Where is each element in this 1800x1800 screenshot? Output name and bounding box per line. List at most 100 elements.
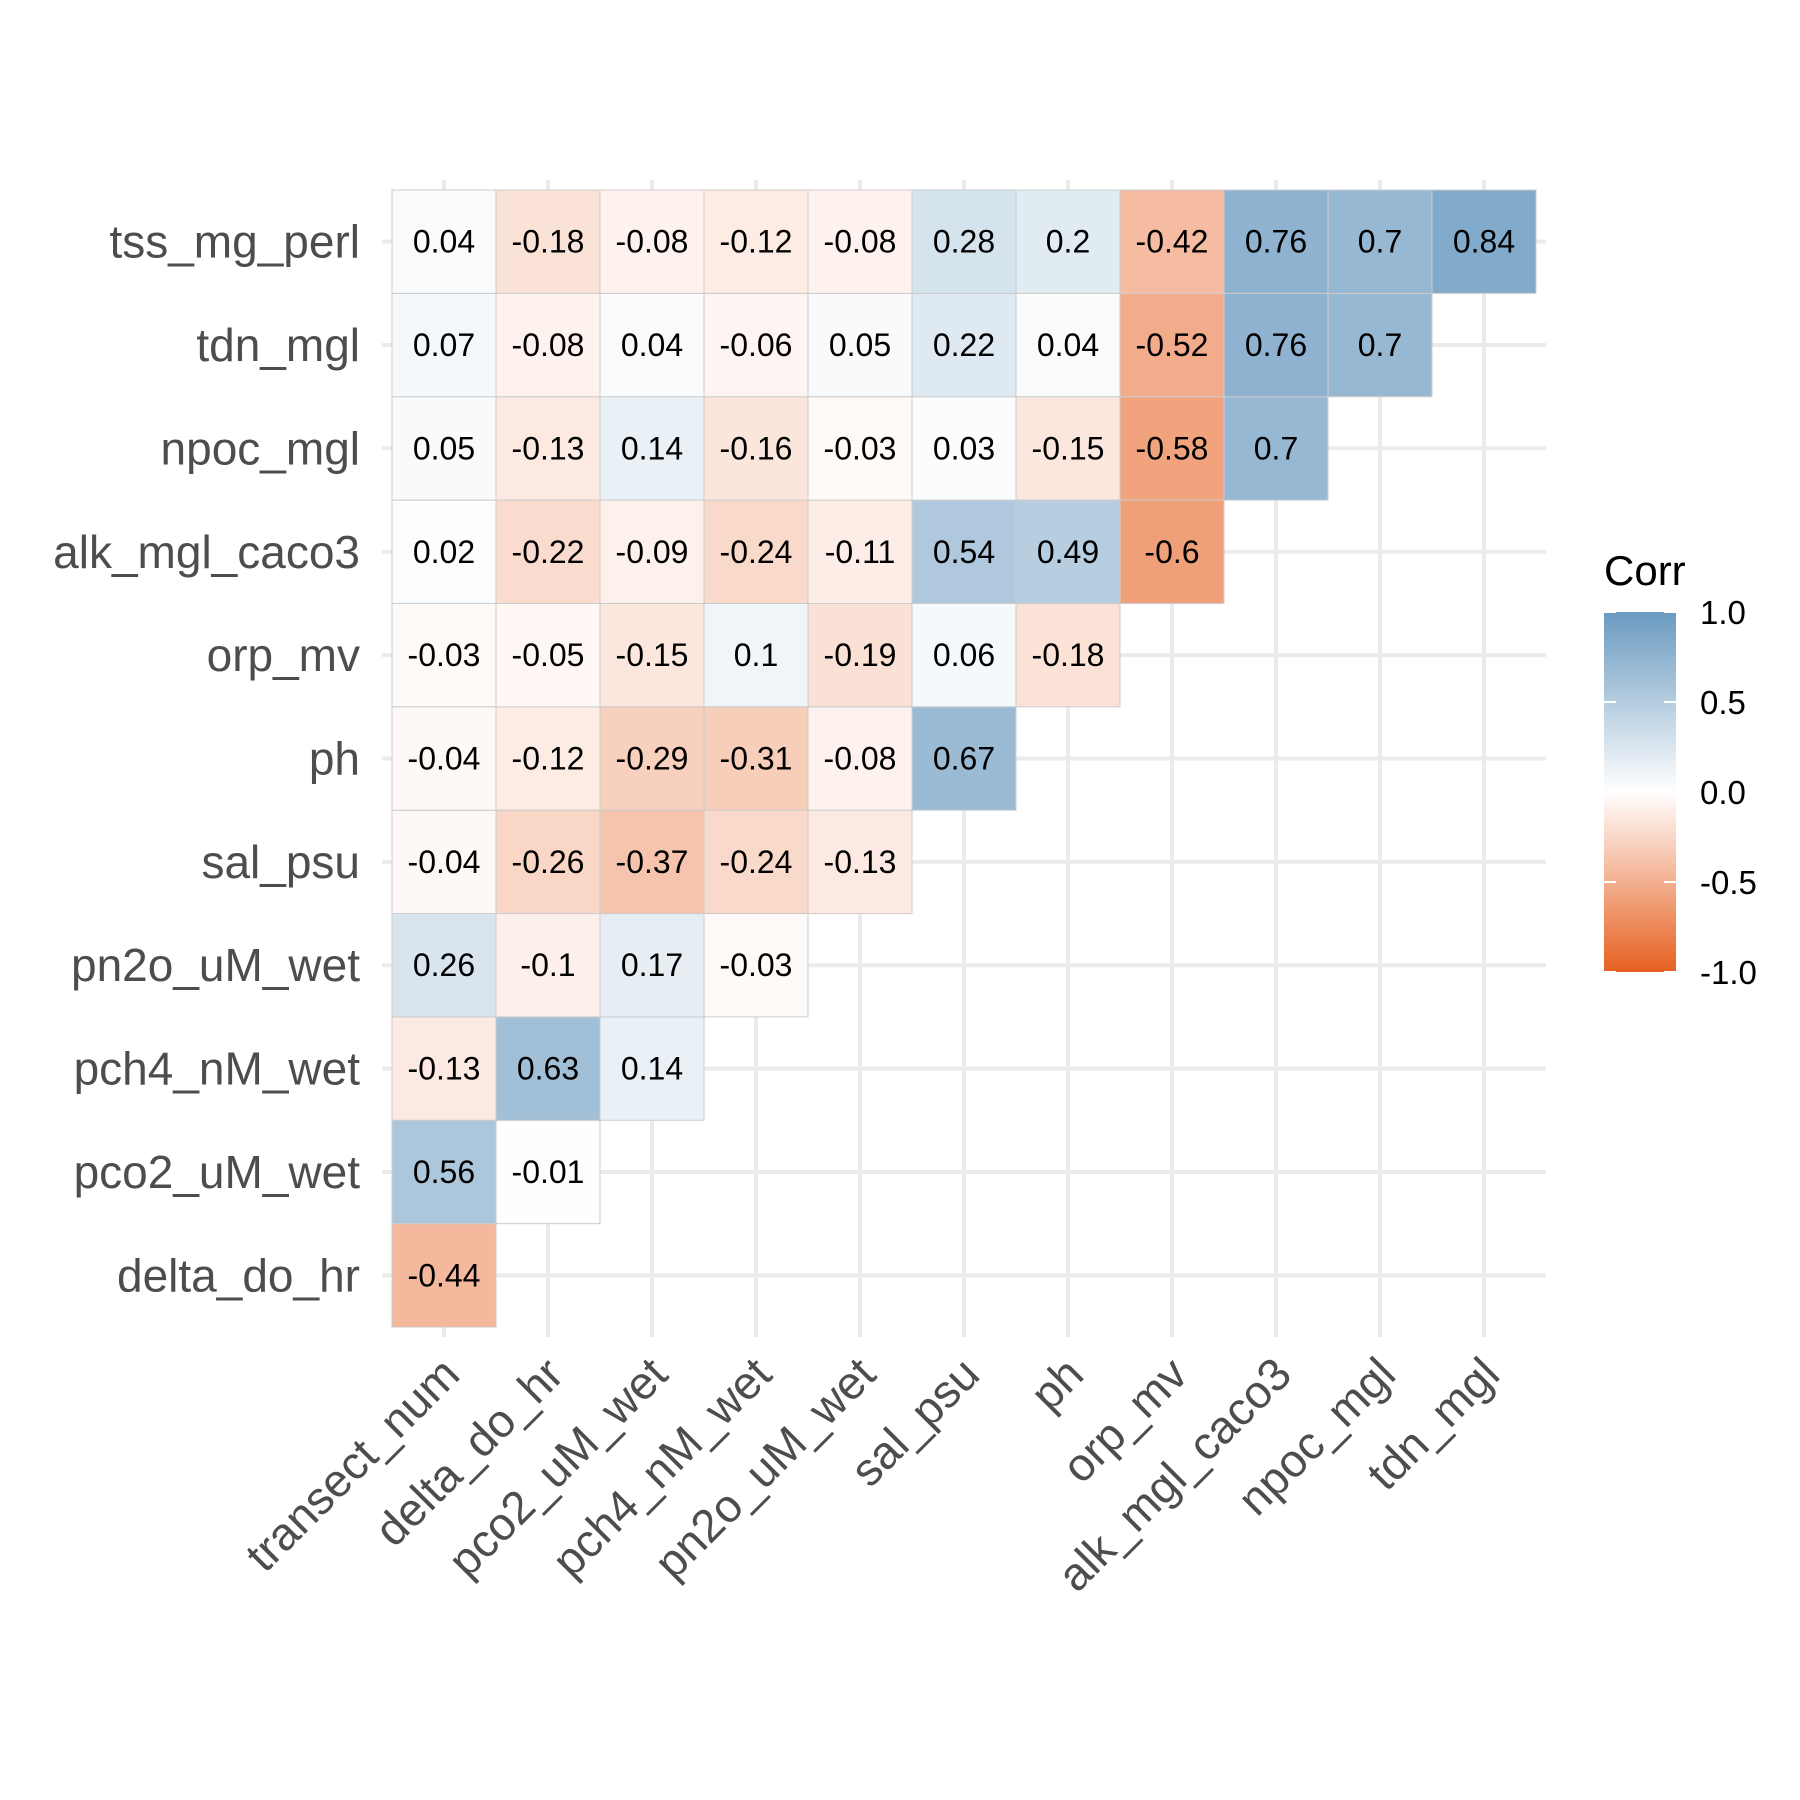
heatmap-cell [911, 602, 1017, 708]
cell-value-label: -0.13 [824, 844, 897, 880]
cell-value-label: 0.7 [1358, 224, 1402, 260]
heatmap-cell [807, 809, 913, 915]
heatmap-cell [599, 189, 705, 294]
cell-value-label: 0.26 [413, 947, 475, 983]
heatmap-cell [1119, 499, 1225, 604]
cell-value-label: -0.18 [1032, 637, 1105, 673]
cell-value-label: 0.49 [1037, 534, 1099, 570]
cell-value-label: -0.08 [824, 224, 897, 260]
cell-value-label: -0.24 [720, 534, 793, 570]
cell-value-label: -0.26 [512, 844, 585, 880]
cell-value-label: 0.1 [734, 637, 778, 673]
y-tick-label: sal_psu [201, 836, 360, 888]
legend-tick-label: -0.5 [1700, 864, 1757, 901]
heatmap-cell [703, 706, 809, 811]
y-tick-label: delta_do_hr [117, 1249, 360, 1301]
cell-value-label: 0.05 [829, 327, 891, 363]
legend-tick-label: 1.0 [1700, 594, 1746, 631]
cell-value-label: -0.03 [720, 947, 793, 983]
cell-value-label: -0.22 [512, 534, 585, 570]
x-tick-label: ph [1020, 1347, 1093, 1420]
heatmap-cell [1015, 292, 1121, 398]
cell-value-label: 0.56 [413, 1154, 475, 1190]
heatmap-cell [391, 913, 497, 1018]
cell-value-label: 0.04 [413, 224, 475, 260]
cell-value-label: 0.67 [933, 741, 995, 777]
legend-title: Corr [1604, 547, 1686, 594]
heatmap-cell [807, 499, 913, 604]
cell-value-label: -0.6 [1144, 534, 1199, 570]
heatmap-cell [495, 1119, 601, 1225]
heatmap-cell [391, 189, 497, 294]
cell-value-label: 0.04 [1037, 327, 1099, 363]
cell-value-label: -0.03 [824, 430, 897, 466]
cell-value-label: 0.84 [1453, 224, 1515, 260]
cell-value-label: -0.13 [512, 430, 585, 466]
y-tick-label: alk_mgl_caco3 [53, 526, 360, 578]
cell-value-label: 0.7 [1254, 430, 1298, 466]
heatmap-cell [391, 1223, 497, 1328]
cell-value-label: -0.42 [1136, 224, 1209, 260]
heatmap-cell [911, 396, 1017, 501]
y-axis-labels: delta_do_hr pco2_uM_wet pch4_nM_wet pn2o_uM… [53, 216, 360, 1302]
heatmap-cell [1223, 396, 1329, 501]
heatmap-cell [1223, 292, 1329, 398]
cell-value-label: -0.16 [720, 430, 793, 466]
heatmap-cell [599, 809, 705, 915]
heatmap-cell [1119, 396, 1225, 501]
y-tick-label: pco2_uM_wet [74, 1146, 361, 1198]
heatmap-cell [495, 292, 601, 398]
cell-value-label: 0.63 [517, 1051, 579, 1087]
cell-value-label: 0.2 [1046, 224, 1090, 260]
y-tick-label: npoc_mgl [161, 422, 360, 474]
cell-value-label: 0.03 [933, 430, 995, 466]
heatmap-cell [911, 706, 1017, 811]
cell-value-label: -0.08 [824, 741, 897, 777]
cell-value-label: -0.1 [520, 947, 575, 983]
cell-value-label: 0.14 [621, 1051, 683, 1087]
cell-value-label: 0.06 [933, 637, 995, 673]
heatmap-cell [1015, 602, 1121, 708]
heatmap-cell [1119, 292, 1225, 398]
heatmap-cell [391, 1119, 497, 1225]
heatmap-cell [807, 189, 913, 294]
cell-value-label: -0.15 [1032, 430, 1105, 466]
heatmap-cell [703, 913, 809, 1018]
cell-value-label: -0.04 [408, 741, 481, 777]
cell-value-label: -0.12 [512, 741, 585, 777]
cell-value-label: 0.28 [933, 224, 995, 260]
heatmap-cell [391, 706, 497, 811]
heatmap-cell [1015, 396, 1121, 501]
cell-value-label: -0.19 [824, 637, 897, 673]
cell-value-label: 0.07 [413, 327, 475, 363]
cell-value-label: -0.52 [1136, 327, 1209, 363]
cell-value-label: -0.31 [720, 741, 793, 777]
cell-value-label: -0.01 [512, 1154, 585, 1190]
cell-value-label: -0.44 [408, 1257, 481, 1293]
cell-value-label: -0.15 [616, 637, 689, 673]
heatmap-cell [495, 499, 601, 604]
heatmap-cell [391, 292, 497, 398]
heatmap-cell [703, 189, 809, 294]
y-tick-label: ph [309, 733, 360, 785]
cell-value-label: 0.17 [621, 947, 683, 983]
cell-value-label: -0.24 [720, 844, 793, 880]
legend: Corr 1.0 0.5 0.0 -0.5 -1.0 [1604, 547, 1757, 991]
legend-tick-label: 0.5 [1700, 684, 1746, 721]
heatmap-cells: -0.44 0.56 -0.01 -0.13 0.63 0.14 0.26 -0.1 0.17 -… [391, 189, 1537, 1328]
cell-value-label: -0.18 [512, 224, 585, 260]
cell-value-label: 0.54 [933, 534, 995, 570]
heatmap-cell [391, 602, 497, 708]
heatmap-cell [599, 706, 705, 811]
heatmap-cell [1223, 189, 1329, 294]
heatmap-cell [495, 706, 601, 811]
heatmap-cell [807, 706, 913, 811]
y-tick-label: tdn_mgl [196, 319, 360, 371]
heatmap-cell [599, 292, 705, 398]
heatmap-cell [391, 809, 497, 915]
cell-value-label: -0.05 [512, 637, 585, 673]
heatmap-cell [495, 396, 601, 501]
cell-value-label: 0.02 [413, 534, 475, 570]
heatmap-cell [495, 1016, 601, 1121]
